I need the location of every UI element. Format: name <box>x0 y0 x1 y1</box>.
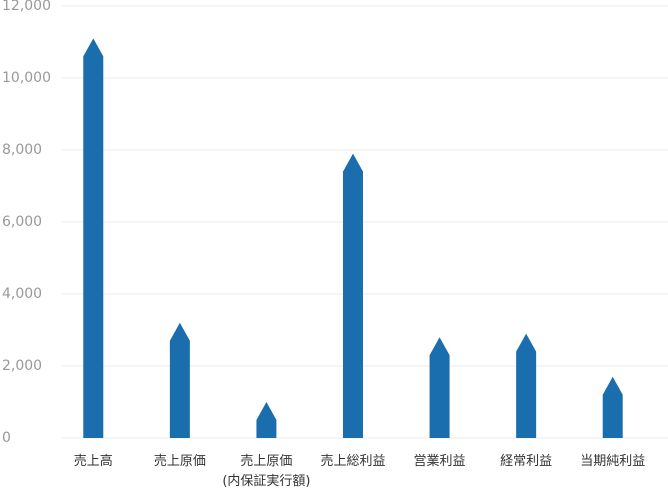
y-tick-label: 0 <box>2 430 11 446</box>
x-tick-label: 営業利益 <box>413 454 466 469</box>
bar <box>169 322 190 438</box>
x-tick-label: 当期純利益 <box>580 454 646 469</box>
y-tick-label: 12,000 <box>2 0 51 14</box>
x-tick-label: 売上総利益 <box>320 454 386 469</box>
x-tick-label: 経常利益 <box>500 454 553 469</box>
y-tick-label: 6,000 <box>2 214 42 230</box>
x-tick-label: 売上原価 <box>153 454 206 469</box>
x-tick-label: 売上高 <box>73 454 113 469</box>
bar <box>83 38 104 439</box>
y-tick-label: 4,000 <box>2 286 42 302</box>
bar <box>516 333 537 438</box>
y-tick-label: 10,000 <box>2 70 51 86</box>
bar <box>602 376 623 438</box>
y-tick-label: 8,000 <box>2 142 42 158</box>
bar <box>256 402 277 438</box>
bar <box>429 337 450 438</box>
bar <box>343 153 363 438</box>
x-tick-label: 売上原価 (内保証実行額) <box>222 454 311 488</box>
y-tick-label: 2,000 <box>2 358 42 374</box>
